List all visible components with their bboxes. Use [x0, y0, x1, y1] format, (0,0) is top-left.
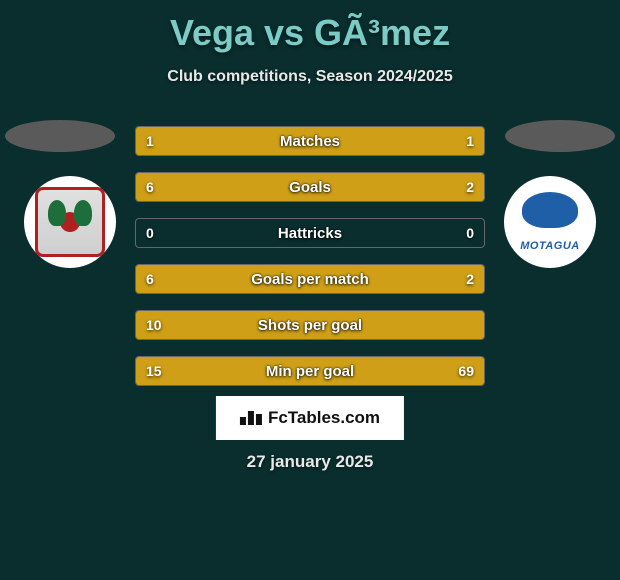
stat-value-right: 0 — [466, 219, 474, 247]
attribution-banner: FcTables.com — [216, 396, 404, 440]
stat-value-left: 6 — [146, 173, 154, 201]
chart-icon — [240, 411, 262, 425]
date-label: 27 january 2025 — [0, 452, 620, 472]
stat-value-left: 1 — [146, 127, 154, 155]
left-team-badge — [24, 176, 116, 268]
stat-label: Matches — [136, 127, 484, 155]
motagua-crest-icon: MOTAGUA — [511, 192, 589, 252]
stat-row: Goals per match6 2 — [135, 264, 485, 294]
stat-label: Hattricks — [136, 219, 484, 247]
stat-row: Shots per goal10 — [135, 310, 485, 340]
stat-row: Matches1 1 — [135, 126, 485, 156]
stat-value-left: 10 — [146, 311, 162, 339]
stats-bars: Matches11Goals62Hattricks00Goals per mat… — [135, 126, 485, 402]
stat-row: Goals6 2 — [135, 172, 485, 202]
stat-value-left: 15 — [146, 357, 162, 385]
marathon-crest-icon — [35, 187, 105, 257]
stat-value-right: 69 — [458, 357, 474, 385]
stat-value-left: 0 — [146, 219, 154, 247]
stat-label: Min per goal — [136, 357, 484, 385]
stat-value-right: 1 — [466, 127, 474, 155]
right-team-badge: MOTAGUA — [504, 176, 596, 268]
left-player-marker — [5, 120, 115, 152]
stat-value-right: 2 — [466, 265, 474, 293]
page-title: Vega vs GÃ³mez — [0, 0, 620, 54]
stat-label: Goals — [136, 173, 484, 201]
subtitle: Club competitions, Season 2024/2025 — [0, 68, 620, 86]
right-player-marker — [505, 120, 615, 152]
stat-label: Shots per goal — [136, 311, 484, 339]
attribution-text: FcTables.com — [268, 408, 380, 428]
stat-value-right: 2 — [466, 173, 474, 201]
stat-row: Hattricks0 0 — [135, 218, 485, 248]
stat-row: Min per goal15 69 — [135, 356, 485, 386]
stat-value-left: 6 — [146, 265, 154, 293]
stat-label: Goals per match — [136, 265, 484, 293]
